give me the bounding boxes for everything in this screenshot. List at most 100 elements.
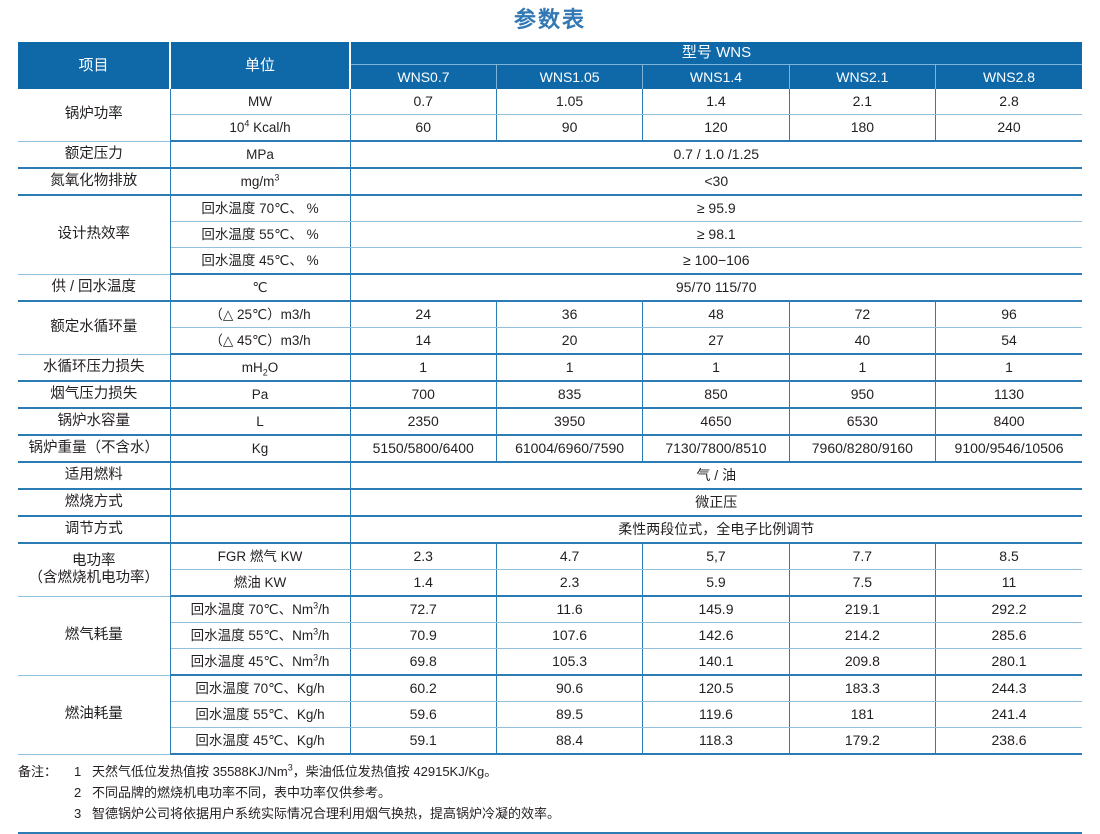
row-unit-label — [170, 489, 351, 517]
row-unit-label — [170, 462, 351, 490]
table-row: 锅炉功率 MW 0.7 1.05 1.4 2.1 2.8 — [18, 89, 1082, 142]
cell-wns2-1: 181 — [789, 701, 937, 728]
cell-wns2-1: 1 — [789, 354, 937, 382]
row-unit-label: 回水温度 45℃、Nm3/h — [170, 648, 351, 676]
cell-wns2-1: 7.5 — [789, 569, 937, 597]
cell-wns2-8: 280.1 — [935, 648, 1082, 676]
cell-wns1-4: 120.5 — [642, 675, 790, 702]
row-item-label: 烟气压力损失 — [18, 381, 171, 409]
cell-wns0-7: 5150/5800/6400 — [350, 435, 497, 463]
cell-wns1-4: 27 — [642, 327, 790, 355]
row-unit-label: Kg — [170, 435, 351, 463]
cell-wns1-05: 61004/6960/7590 — [496, 435, 644, 463]
cell-wns2-1: 179.2 — [789, 727, 937, 755]
table-row: 电功率 （含燃烧机电功率） FGR 燃气 KW 2.3 4.7 5,7 7.7 8.5 — [18, 543, 1082, 597]
row-item-label: 设计热效率 — [18, 195, 171, 275]
cell-wns1-4: 4650 — [642, 408, 790, 436]
table-row: 104 Kcal/h 60 90 120 180 240 — [18, 114, 1082, 142]
header-model-wns2-8: WNS2.8 — [935, 64, 1082, 89]
table-row: 设计热效率 回水温度 70℃、 % ≥ 95.9 — [18, 195, 1082, 275]
cell-wns1-05: 90.6 — [496, 675, 644, 702]
cell-wns2-8: 8.5 — [935, 543, 1082, 570]
header-model-wns1-4: WNS1.4 — [642, 64, 790, 89]
row-unit-label: （△ 25℃）m3/h — [170, 301, 351, 328]
table-row: 回水温度 55℃、Nm3/h 70.9 107.6 142.6 214.2 285.6 — [18, 622, 1082, 649]
notes-block: 备注： 1 天然气低位发热值按 35588KJ/Nm3，柴油低位发热值按 42915… — [18, 761, 1082, 824]
header-unit: 单位 — [170, 42, 351, 89]
cell-wns1-05: 1 — [496, 354, 644, 382]
note-number: 3 — [74, 806, 82, 821]
cell-wns2-1: 40 — [789, 327, 937, 355]
row-unit-label: 燃油 KW — [170, 569, 351, 597]
cell-wns1-05: 89.5 — [496, 701, 644, 728]
table-row: 燃油 KW 1.4 2.3 5.9 7.5 11 — [18, 569, 1082, 597]
cell-wns1-4: 142.6 — [642, 622, 790, 649]
table-row: 氮氧化物排放 mg/m3 <30 — [18, 168, 1082, 196]
cell-wns1-4: 119.6 — [642, 701, 790, 728]
cell-wns1-4: 48 — [642, 301, 790, 328]
cell-wns1-4: 1 — [642, 354, 790, 382]
cell-wns2-8: 1130 — [935, 381, 1082, 409]
table-row: 回水温度 55℃、 % ≥ 98.1 — [18, 221, 1082, 248]
note-text: 不同品牌的燃烧机电功率不同，表中功率仅供参考。 — [92, 785, 392, 800]
row-merged-value: 气 / 油 — [350, 462, 1082, 490]
cell-wns2-1: 214.2 — [789, 622, 937, 649]
cell-wns2-8: 2.8 — [935, 89, 1082, 115]
cell-wns0-7: 0.7 — [350, 89, 497, 115]
cell-wns1-4: 140.1 — [642, 648, 790, 676]
row-item-label: 水循环压力损失 — [18, 354, 171, 382]
table-row: 燃烧方式 微正压 — [18, 489, 1082, 517]
row-unit-label: ℃ — [170, 274, 351, 302]
row-item-label: 锅炉功率 — [18, 89, 171, 142]
cell-wns1-05: 88.4 — [496, 727, 644, 755]
row-unit-label: MW — [170, 89, 351, 115]
row-merged-value: ≥ 98.1 — [350, 221, 1082, 248]
table-row: 调节方式 柔性两段位式，全电子比例调节 — [18, 516, 1082, 544]
row-unit-label: 回水温度 45℃、 % — [170, 247, 351, 275]
note-text: 天然气低位发热值按 35588KJ/Nm3，柴油低位发热值按 42915KJ/K… — [92, 762, 498, 779]
cell-wns1-4: 145.9 — [642, 596, 790, 623]
cell-wns2-8: 244.3 — [935, 675, 1082, 702]
row-merged-value: 0.7 / 1.0 /1.25 — [350, 141, 1082, 169]
table-row: 供 / 回水温度 ℃ 95/70 115/70 — [18, 274, 1082, 302]
cell-wns0-7: 59.6 — [350, 701, 497, 728]
table-row: 回水温度 45℃、Kg/h 59.1 88.4 118.3 179.2 238.6 — [18, 727, 1082, 755]
cell-wns0-7: 2.3 — [350, 543, 497, 570]
page-title: 参数表 — [513, 7, 586, 32]
cell-wns2-8: 1 — [935, 354, 1082, 382]
cell-wns1-4: 118.3 — [642, 727, 790, 755]
note-number: 1 — [74, 764, 82, 779]
cell-wns1-05: 36 — [496, 301, 644, 328]
header-row-top: 项目 单位 型号 WNS — [18, 42, 1082, 89]
header-model-group: 型号 WNS — [350, 42, 1082, 65]
row-unit-label: MPa — [170, 141, 351, 169]
cell-wns1-05: 90 — [496, 114, 644, 142]
cell-wns0-7: 2350 — [350, 408, 497, 436]
row-merged-value: <30 — [350, 168, 1082, 196]
row-item-label: 额定压力 — [18, 141, 171, 169]
cell-wns1-05: 105.3 — [496, 648, 644, 676]
row-unit-label: 回水温度 70℃、Kg/h — [170, 675, 351, 702]
row-unit-label: 回水温度 55℃、Nm3/h — [170, 622, 351, 649]
cell-wns1-4: 7130/7800/8510 — [642, 435, 790, 463]
row-unit-label: 回水温度 55℃、Kg/h — [170, 701, 351, 728]
table-row: 水循环压力损失 mH2O 1 1 1 1 1 — [18, 354, 1082, 382]
cell-wns2-1: 180 — [789, 114, 937, 142]
row-item-label: 锅炉重量（不含水） — [18, 435, 171, 463]
table-row: 回水温度 45℃、 % ≥ 100−106 — [18, 247, 1082, 275]
table-row: 回水温度 55℃、Kg/h 59.6 89.5 119.6 181 241.4 — [18, 701, 1082, 728]
cell-wns2-8: 285.6 — [935, 622, 1082, 649]
cell-wns1-05: 4.7 — [496, 543, 644, 570]
cell-wns0-7: 700 — [350, 381, 497, 409]
row-unit-label: L — [170, 408, 351, 436]
row-unit-label: FGR 燃气 KW — [170, 543, 351, 570]
row-merged-value: 95/70 115/70 — [350, 274, 1082, 302]
cell-wns0-7: 1.4 — [350, 569, 497, 597]
cell-wns2-1: 72 — [789, 301, 937, 328]
cell-wns2-8: 240 — [935, 114, 1082, 142]
cell-wns1-05: 3950 — [496, 408, 644, 436]
table-row: 锅炉重量（不含水） Kg 5150/5800/6400 61004/6960/7590… — [18, 435, 1082, 463]
cell-wns0-7: 72.7 — [350, 596, 497, 623]
row-item-label: 供 / 回水温度 — [18, 274, 171, 302]
cell-wns2-8: 96 — [935, 301, 1082, 328]
